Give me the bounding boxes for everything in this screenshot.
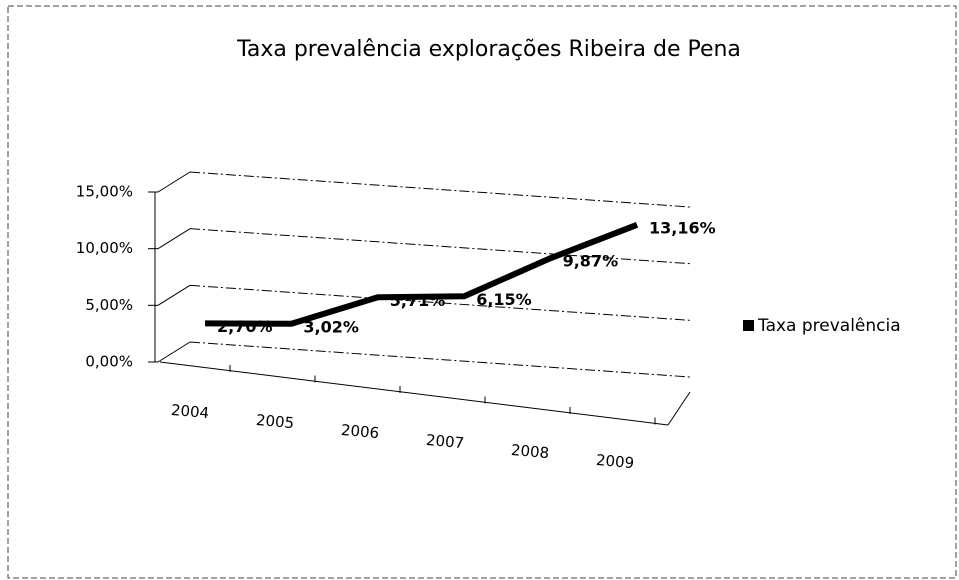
data-label: 13,16% (649, 218, 716, 237)
y-tick-label: 5,00% (85, 296, 133, 314)
data-label: 6,15% (476, 290, 532, 309)
grid-line (189, 284, 691, 321)
y-tick-label: 15,00% (76, 183, 133, 201)
grid-line (189, 228, 691, 265)
grid-line (157, 171, 191, 193)
floor-edge (667, 391, 691, 426)
data-label: 9,87% (563, 252, 619, 271)
grid-line (157, 228, 191, 250)
data-label: 3,02% (303, 317, 359, 336)
grid-line (189, 171, 691, 208)
data-label: 5,71% (390, 291, 446, 310)
legend-label: Taxa prevalência (757, 316, 901, 336)
legend-swatch (743, 320, 754, 331)
floor-edge (159, 361, 669, 426)
data-label: 2,70% (217, 317, 273, 336)
chart-frame (7, 5, 957, 579)
grid-line (189, 341, 691, 378)
chart-title: Taxa prevalência explorações Ribeira de … (236, 37, 741, 62)
grid-line (157, 341, 191, 363)
x-tick-label: 2005 (255, 411, 295, 432)
y-tick-label: 10,00% (76, 239, 133, 257)
x-tick-label: 2006 (340, 421, 380, 442)
y-tick-label: 0,00% (85, 353, 133, 371)
x-tick-label: 2008 (510, 441, 550, 462)
grid-line (157, 284, 191, 306)
x-tick-label: 2009 (595, 451, 635, 472)
x-tick-label: 2004 (170, 401, 210, 422)
x-tick-label: 2007 (425, 431, 465, 452)
data-line (204, 222, 639, 327)
